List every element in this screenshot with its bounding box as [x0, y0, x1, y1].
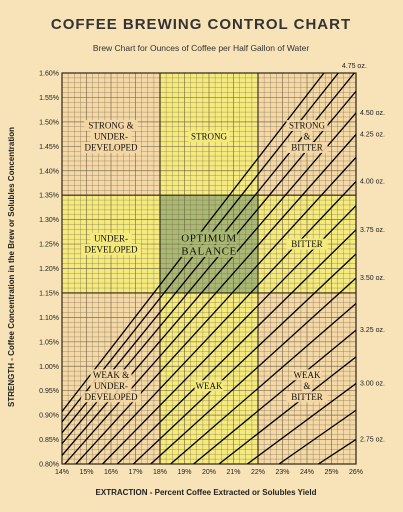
region-label: STRONG [289, 121, 326, 131]
dose-line [116, 229, 356, 464]
region-label: DEVELOPED [85, 245, 138, 255]
dose-line-label: 4.00 oz. [360, 179, 385, 186]
dose-line [64, 134, 356, 464]
dose-line-label: 4.50 oz. [360, 110, 385, 117]
x-tick-label: 25% [324, 469, 338, 476]
dose-line-label: 3.00 oz. [360, 381, 385, 388]
region-label: WEAK [196, 381, 223, 391]
chart-subtitle: Brew Chart for Ounces of Coffee per Half… [93, 43, 310, 53]
region-label-backdrop [286, 238, 328, 250]
y-axis-label: STRENGTH - Coffee Concentration in the B… [7, 127, 16, 407]
y-tick-label: 1.15% [39, 290, 59, 297]
y-tick-label: 1.50% [39, 119, 59, 126]
region-label-backdrop [81, 391, 141, 403]
region-label-backdrop [301, 380, 313, 392]
region-label-backdrop [301, 131, 313, 143]
y-tick-label: 0.90% [39, 413, 59, 420]
dose-line [193, 329, 356, 464]
x-tick-label: 14% [55, 469, 69, 476]
y-tick-label: 1.25% [39, 242, 59, 249]
x-tick-label: 17% [128, 469, 142, 476]
y-tick-label: 1.05% [39, 339, 59, 346]
region-label: OPTIMUM [181, 233, 236, 245]
dose-line-labels: 4.75 oz. 4.50 oz. 4.25 oz. 4.00 oz. 3.75 oz.… [342, 63, 385, 443]
y-tick-label: 1.60% [39, 71, 59, 78]
dose-line-label: 2.75 oz. [360, 436, 385, 443]
region-label-backdrop [181, 244, 237, 258]
y-axis-ticks: 0.80% 0.85% 0.90% 0.95% 1.00% 1.05% 1.10% 1.15%… [39, 71, 59, 469]
x-tick-label: 15% [79, 469, 93, 476]
dose-line-label: 3.75 oz. [360, 227, 385, 234]
region-label-backdrop [286, 142, 328, 154]
dose-line [88, 181, 356, 464]
region-label-backdrop [292, 369, 322, 381]
y-tick-label: 1.30% [39, 217, 59, 224]
x-tick-label: 26% [349, 469, 363, 476]
region-label: STRONG & [88, 121, 133, 131]
dose-line [218, 356, 356, 464]
region-label: WEAK & [93, 370, 129, 380]
dose-line [278, 409, 356, 464]
x-tick-label: 18% [153, 469, 167, 476]
region-label-backdrop [90, 233, 132, 245]
x-axis-ticks: 14% 15% 16% 17% 18% 19% 20% 21% 22% 23% 24% 25% 26% [55, 469, 363, 476]
region-label-backdrop [81, 244, 141, 256]
plot-frame [61, 72, 357, 465]
y-tick-label: 1.20% [39, 266, 59, 273]
x-tick-label: 16% [104, 469, 118, 476]
dose-line [132, 253, 356, 464]
y-tick-label: 1.35% [39, 193, 59, 200]
region-label: UNDER- [94, 381, 128, 391]
y-tick-label: 1.10% [39, 315, 59, 322]
y-tick-label: 0.80% [39, 462, 59, 469]
y-tick-label: 1.45% [39, 144, 59, 151]
x-tick-label: 21% [226, 469, 240, 476]
y-tick-label: 1.40% [39, 168, 59, 175]
region-label-backdrop [188, 131, 230, 143]
region-label: & [303, 132, 310, 142]
y-tick-label: 0.95% [39, 388, 59, 395]
region-label: WEAK [294, 370, 321, 380]
x-axis-label: EXTRACTION - Percent Coffee Extracted or… [96, 488, 317, 497]
dose-line-label: 3.50 oz. [360, 275, 385, 282]
region-label-backdrop [84, 120, 138, 132]
region-label-backdrop [194, 380, 224, 392]
y-tick-label: 0.85% [39, 437, 59, 444]
region-labels: STRONG &UNDER-DEVELOPEDSTRONGSTRONG&BITT… [81, 120, 328, 403]
region-label-backdrop [81, 142, 141, 154]
dose-line [318, 438, 356, 464]
dose-line [246, 383, 356, 464]
chart-title: COFFEE BREWING CONTROL CHART [51, 16, 351, 33]
dose-line-label: 3.25 oz. [360, 327, 385, 334]
region-label: UNDER- [94, 234, 128, 244]
region-label: BALANCE [181, 246, 236, 258]
region-label: BITTER [291, 143, 323, 153]
x-tick-label: 22% [251, 469, 265, 476]
region-label-backdrop [286, 391, 328, 403]
region-label: STRONG [191, 132, 228, 142]
x-tick-label: 19% [177, 469, 191, 476]
x-tick-label: 24% [300, 469, 314, 476]
dose-line [170, 303, 356, 464]
y-tick-label: 1.55% [39, 95, 59, 102]
y-tick-label: 1.00% [39, 364, 59, 371]
region-label: DEVELOPED [85, 392, 138, 402]
region-label-backdrop [90, 131, 132, 143]
x-tick-label: 20% [202, 469, 216, 476]
dose-line [75, 156, 356, 464]
dose-line-label: 4.75 oz. [342, 63, 367, 70]
region-label: DEVELOPED [85, 143, 138, 153]
region-label: BITTER [291, 239, 323, 249]
region-label-backdrop [90, 369, 132, 381]
dose-line-label: 4.25 oz. [360, 131, 385, 138]
dose-line [150, 277, 356, 464]
region-label: & [303, 381, 310, 391]
region-label-backdrop [181, 231, 237, 245]
x-tick-label: 23% [275, 469, 289, 476]
region-label: BITTER [291, 392, 323, 402]
region-label-backdrop [286, 120, 328, 132]
region-label: UNDER- [94, 132, 128, 142]
region-label-backdrop [90, 380, 132, 392]
